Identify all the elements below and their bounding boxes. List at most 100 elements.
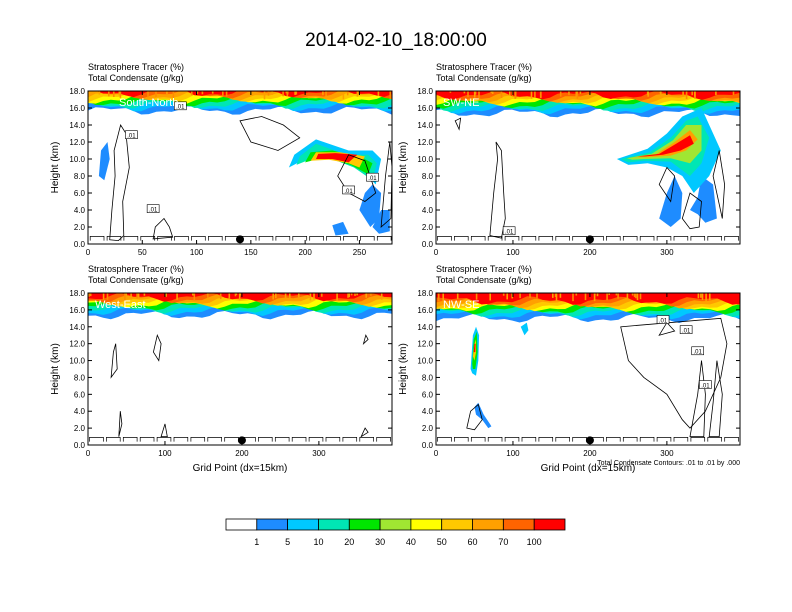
y-tick-label: 6.0 [422, 390, 434, 399]
tracer-streak [342, 91, 345, 100]
colorbar-swatch [502, 518, 535, 531]
y-tick-label: 6.0 [74, 189, 86, 198]
condensate-contour [152, 217, 174, 240]
plot-area [88, 293, 392, 442]
x-tick-label: 100 [506, 449, 520, 458]
tracer-streak [467, 91, 469, 98]
x-tick-label: 200 [583, 449, 597, 458]
tracer-streak [176, 293, 178, 300]
tracer-streak [552, 293, 554, 298]
tracer-streak [568, 91, 570, 95]
tracer-streak [584, 293, 587, 301]
tracer-streak [238, 293, 241, 301]
tracer-streak [511, 293, 513, 299]
plot-frame [87, 292, 393, 446]
tracer-streak [336, 293, 338, 302]
subtitle-condensate: Total Condensate (g/kg) [436, 73, 532, 83]
contour-label: .01 [368, 176, 377, 182]
tracer-streak [219, 293, 222, 300]
tracer-streak [633, 293, 636, 298]
tracer-streak [701, 293, 704, 301]
tracer-streak [478, 91, 480, 99]
tracer-streak [579, 91, 582, 94]
tracer-streak [285, 91, 288, 94]
tracer-streak [530, 91, 533, 99]
tracer-streak [356, 293, 358, 296]
condensate-contour [152, 333, 162, 362]
condensate-contour [380, 141, 392, 228]
tracer-streak [275, 293, 277, 299]
tracer-streak [365, 293, 367, 298]
colorbar-label: 10 [313, 537, 323, 547]
contour-label-box [679, 325, 693, 334]
colorbar-swatch [410, 518, 443, 531]
tracer-streak [596, 293, 599, 297]
colorbar-label: 5 [285, 537, 290, 547]
tracer-streak [489, 293, 491, 301]
y-tick-label: 12.0 [417, 340, 433, 349]
tracer-streak [617, 293, 619, 299]
tracer-streak [201, 91, 204, 95]
colorbar-swatch [256, 518, 288, 531]
colorbar: 1 5 10 20 30 40 50 60 70 100 [225, 518, 566, 547]
y-axis-label: Height (km) [50, 142, 61, 194]
x-tick-label: 0 [434, 449, 439, 458]
colorbar-label: 60 [468, 537, 478, 547]
y-tick-label: 8.0 [422, 373, 434, 382]
contour-label: .01 [127, 134, 136, 140]
y-tick-label: 4.0 [74, 407, 86, 416]
tracer-streak [389, 91, 392, 99]
surface-contour [437, 236, 739, 241]
tracer-streak [572, 293, 574, 302]
colorbar-label: 100 [527, 537, 542, 547]
y-tick-label: 12.0 [69, 138, 85, 147]
condensate-contour [109, 124, 130, 242]
tracer-streak [143, 293, 146, 296]
x-tick-label: 200 [235, 449, 249, 458]
panel-label: South-North [119, 97, 178, 109]
x-tick-label: 300 [660, 248, 674, 257]
y-tick-label: 8.0 [74, 172, 86, 181]
location-marker [585, 436, 594, 445]
tracer-streak [697, 293, 700, 299]
y-tick-label: 10.0 [417, 155, 433, 164]
colorbar-swatch [472, 518, 504, 531]
tracer-streak [193, 293, 196, 301]
tracer-streak [166, 91, 168, 94]
tracer-streak [347, 293, 349, 298]
tracer-streak [191, 91, 193, 96]
y-tick-label: 4.0 [422, 407, 434, 416]
tracer-streak [289, 293, 291, 300]
tracer-streak [506, 293, 508, 300]
tracer-streak [225, 91, 228, 97]
tracer-streak [559, 91, 562, 97]
tracer-streak [172, 91, 175, 99]
contour-label-box [173, 101, 187, 111]
contour-label: .01 [701, 383, 710, 389]
tracer-blob [626, 125, 702, 164]
y-tick-label: 16.0 [417, 104, 433, 113]
colorbar-label: 20 [344, 537, 354, 547]
y-tick-label: 18.0 [69, 289, 85, 298]
y-tick-label: 14.0 [417, 121, 433, 130]
tracer-streak [474, 91, 477, 95]
tracer-streak [593, 293, 596, 302]
tracer-streak [529, 293, 531, 299]
colorbar-label: 40 [406, 537, 416, 547]
tracer-streak [682, 91, 684, 96]
x-tick-label: 100 [158, 449, 172, 458]
contour-label: .01 [176, 105, 185, 111]
location-marker [585, 235, 594, 244]
tracer-streak [559, 293, 562, 298]
tracer-streak [272, 293, 274, 300]
y-tick-label: 0.0 [74, 441, 86, 450]
y-tick-label: 2.0 [74, 223, 86, 232]
tracer-streak [685, 91, 688, 99]
tracer-streak [356, 91, 359, 97]
x-axis-label: Grid Point (dx=15km) [541, 463, 636, 474]
tracer-streak [286, 91, 289, 97]
tracer-streak [284, 293, 287, 301]
x-tick-label: 200 [583, 248, 597, 257]
tracer-streak [700, 293, 702, 298]
y-tick-label: 14.0 [69, 121, 85, 130]
